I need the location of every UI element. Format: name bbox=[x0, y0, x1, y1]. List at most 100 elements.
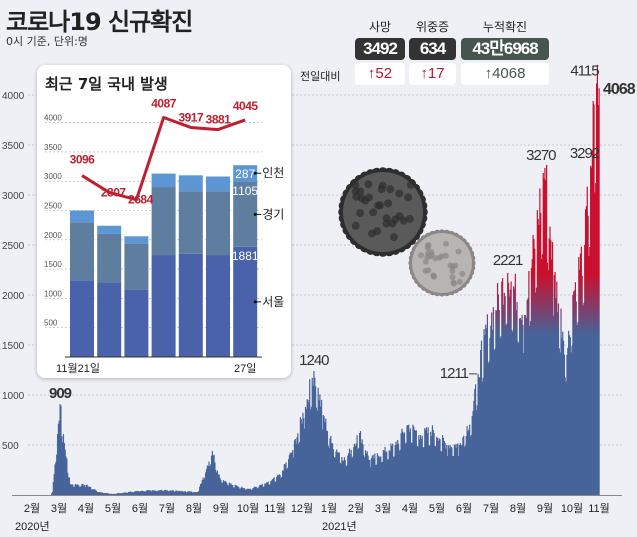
stat-value: 43만6968 bbox=[461, 38, 549, 60]
daily-bar bbox=[373, 458, 375, 495]
daily-bar bbox=[298, 442, 301, 495]
daily-bar bbox=[395, 441, 397, 495]
annotation-label: 1240 bbox=[299, 352, 329, 369]
daily-bar bbox=[71, 484, 73, 495]
daily-bar bbox=[263, 486, 265, 495]
daily-bar bbox=[157, 490, 159, 495]
daily-bar bbox=[250, 489, 252, 495]
daily-bar bbox=[243, 488, 246, 495]
daily-bar bbox=[518, 343, 520, 495]
virus-texture bbox=[351, 181, 360, 190]
daily-bar bbox=[204, 477, 206, 495]
daily-bar bbox=[372, 454, 374, 495]
daily-bar bbox=[393, 456, 395, 495]
daily-bar bbox=[335, 451, 337, 495]
daily-bar bbox=[205, 469, 208, 495]
daily-bar bbox=[260, 485, 263, 495]
daily-bar bbox=[56, 454, 58, 495]
daily-bar bbox=[283, 463, 285, 495]
daily-bar bbox=[168, 491, 170, 495]
daily-bar bbox=[459, 443, 461, 495]
daily-bar bbox=[320, 399, 323, 495]
daily-bar bbox=[278, 474, 280, 495]
daily-bar bbox=[593, 104, 595, 496]
daily-bar bbox=[248, 488, 250, 495]
daily-bar bbox=[397, 440, 399, 495]
daily-bar bbox=[181, 490, 183, 495]
inset-bar-인천 bbox=[97, 225, 122, 234]
daily-bar bbox=[595, 183, 597, 496]
daily-bar bbox=[98, 492, 100, 495]
daily-bar bbox=[266, 483, 269, 495]
daily-bar bbox=[360, 442, 362, 495]
daily-bar bbox=[194, 492, 196, 495]
daily-bar bbox=[371, 455, 373, 495]
daily-bar bbox=[351, 457, 353, 495]
daily-bar bbox=[405, 442, 407, 495]
daily-bar bbox=[288, 454, 291, 495]
daily-bar bbox=[89, 486, 91, 495]
daily-bar bbox=[416, 446, 418, 495]
daily-bar bbox=[380, 456, 382, 495]
daily-bar bbox=[292, 450, 294, 495]
daily-bar bbox=[587, 215, 589, 496]
daily-bar bbox=[556, 281, 558, 495]
daily-bar bbox=[340, 463, 342, 495]
daily-bar bbox=[495, 310, 497, 495]
daily-bar bbox=[408, 431, 411, 495]
daily-bar bbox=[271, 480, 273, 495]
virus-texture bbox=[351, 221, 360, 230]
daily-bar bbox=[193, 491, 195, 495]
inset-bar-경기 bbox=[124, 243, 149, 290]
daily-bar bbox=[585, 206, 588, 495]
daily-bar bbox=[377, 455, 379, 495]
daily-bar bbox=[375, 464, 377, 495]
daily-bar bbox=[363, 455, 365, 495]
daily-bar bbox=[78, 485, 80, 495]
daily-bar bbox=[501, 281, 503, 495]
daily-bar bbox=[307, 399, 309, 495]
daily-bar bbox=[499, 337, 501, 495]
daily-bar bbox=[541, 254, 544, 495]
daily-bar bbox=[414, 429, 416, 495]
daily-bar bbox=[100, 492, 103, 495]
daily-bar bbox=[164, 490, 166, 495]
daily-bar bbox=[572, 295, 574, 495]
daily-bar bbox=[96, 491, 98, 495]
daily-bar bbox=[436, 437, 439, 495]
daily-bar bbox=[225, 481, 227, 495]
daily-bar bbox=[551, 242, 554, 495]
x-tick-label: 11월 bbox=[588, 502, 610, 515]
daily-bar bbox=[500, 336, 502, 495]
daily-bar bbox=[176, 490, 178, 495]
daily-bar bbox=[221, 482, 223, 495]
daily-bar bbox=[375, 464, 378, 495]
daily-bar bbox=[270, 481, 272, 495]
daily-bar bbox=[219, 478, 221, 495]
daily-bar bbox=[126, 492, 128, 495]
daily-bar bbox=[480, 340, 483, 495]
daily-bar bbox=[517, 341, 519, 495]
daily-bar bbox=[227, 485, 230, 495]
daily-bar bbox=[229, 483, 231, 495]
daily-bar bbox=[308, 402, 310, 495]
daily-bar bbox=[412, 424, 414, 495]
daily-bar bbox=[339, 462, 341, 495]
daily-bar bbox=[57, 423, 60, 495]
daily-bar bbox=[309, 379, 311, 495]
daily-bar bbox=[342, 460, 344, 495]
daily-bar bbox=[401, 428, 403, 495]
virus-texture bbox=[368, 229, 377, 238]
daily-bar bbox=[474, 389, 476, 495]
daily-bar bbox=[343, 457, 346, 495]
daily-bar bbox=[346, 465, 348, 495]
daily-bar bbox=[129, 491, 131, 495]
daily-bar bbox=[195, 492, 197, 495]
daily-bar bbox=[534, 248, 536, 495]
daily-bar bbox=[425, 427, 428, 495]
daily-bar bbox=[299, 417, 302, 495]
daily-bar bbox=[75, 485, 77, 495]
daily-bar bbox=[407, 425, 409, 495]
daily-bar bbox=[117, 493, 119, 495]
inset-bar-인천 bbox=[233, 165, 258, 183]
